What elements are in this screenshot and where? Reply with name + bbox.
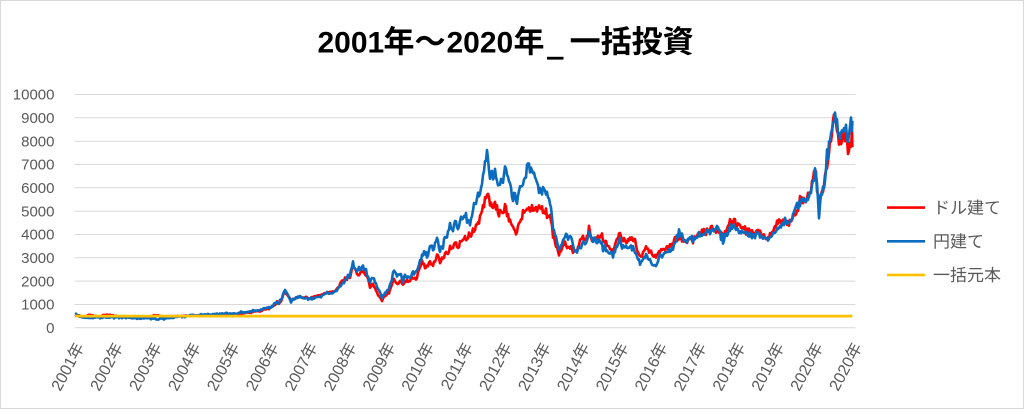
svg-text:2000: 2000 <box>21 273 54 290</box>
svg-text:4000: 4000 <box>21 227 54 244</box>
svg-text:0: 0 <box>46 320 54 337</box>
svg-text:2001: 2001 <box>318 26 385 59</box>
svg-text:5000: 5000 <box>21 203 54 220</box>
svg-text:8000: 8000 <box>21 133 54 150</box>
svg-text:1000: 1000 <box>21 297 54 314</box>
svg-text:9000: 9000 <box>21 110 54 127</box>
svg-text:7000: 7000 <box>21 157 54 174</box>
svg-text:6000: 6000 <box>21 180 54 197</box>
svg-text:3000: 3000 <box>21 250 54 267</box>
svg-text:10000: 10000 <box>13 87 55 104</box>
svg-text:2020: 2020 <box>447 26 514 59</box>
